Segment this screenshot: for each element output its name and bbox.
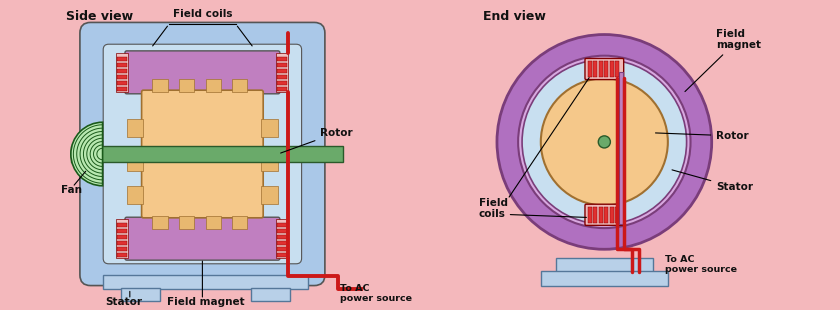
Bar [541,271,668,286]
Bar [277,241,287,245]
Bar [117,247,127,251]
Bar [117,241,127,245]
Bar [117,69,127,73]
Bar [599,207,603,223]
Bar [599,61,603,77]
Bar [277,229,287,233]
FancyBboxPatch shape [585,204,623,225]
Bar [261,153,278,171]
Bar [615,61,619,77]
Bar [277,247,287,251]
Bar [610,207,614,223]
Bar [71,146,343,162]
Bar [117,75,127,79]
Bar [233,216,248,229]
Bar [153,216,168,229]
Bar [276,219,288,258]
Bar [610,61,614,77]
FancyBboxPatch shape [585,58,623,80]
Wedge shape [71,122,102,186]
Bar [117,223,127,227]
Bar [593,61,597,77]
Bar [276,53,288,92]
Bar [233,79,248,92]
Bar [593,207,597,223]
Circle shape [497,34,711,249]
Bar [277,223,287,227]
Bar [277,63,287,67]
Bar [117,57,127,60]
Bar [604,61,608,77]
Bar [117,235,127,239]
Circle shape [522,60,686,224]
Circle shape [598,136,611,148]
Bar [261,186,278,204]
Text: Stator: Stator [672,170,753,192]
Bar [206,79,221,92]
Bar [619,72,623,224]
Text: Fan: Fan [60,185,81,195]
Text: To AC
power source: To AC power source [340,284,412,303]
Bar [102,275,308,289]
Bar [127,119,144,137]
Text: Field coils: Field coils [173,9,232,20]
Bar [277,87,287,91]
Bar [277,69,287,73]
Text: Side view: Side view [66,10,134,23]
Text: Rotor: Rotor [655,131,749,141]
FancyBboxPatch shape [80,22,325,286]
Bar [588,61,592,77]
FancyBboxPatch shape [103,44,302,264]
Bar [206,216,221,229]
Text: To AC
power source: To AC power source [664,255,737,274]
Bar [277,81,287,85]
Text: Field
coils: Field coils [479,198,508,219]
Bar [179,216,194,229]
FancyBboxPatch shape [142,90,263,218]
Text: Stator: Stator [105,297,142,307]
Bar [556,258,653,272]
Bar [127,186,144,204]
Text: End view: End view [483,10,546,23]
Bar [116,53,128,92]
Circle shape [541,78,668,206]
Bar [277,253,287,257]
Bar [153,79,168,92]
Bar [117,87,127,91]
Bar [117,229,127,233]
Text: Field
magnet: Field magnet [685,29,761,91]
Bar [117,81,127,85]
FancyBboxPatch shape [125,217,280,260]
Bar [179,79,194,92]
Circle shape [518,56,690,228]
Bar [121,288,160,301]
Bar [615,207,619,223]
Bar [604,207,608,223]
Bar [277,57,287,60]
Text: Rotor: Rotor [281,128,353,153]
Bar [277,75,287,79]
Bar [261,119,278,137]
Bar [116,219,128,258]
Bar [127,153,144,171]
FancyBboxPatch shape [125,51,280,94]
Text: Field magnet: Field magnet [166,297,244,307]
Bar [588,207,592,223]
Bar [277,235,287,239]
Bar [251,288,290,301]
Bar [117,63,127,67]
Bar [117,253,127,257]
